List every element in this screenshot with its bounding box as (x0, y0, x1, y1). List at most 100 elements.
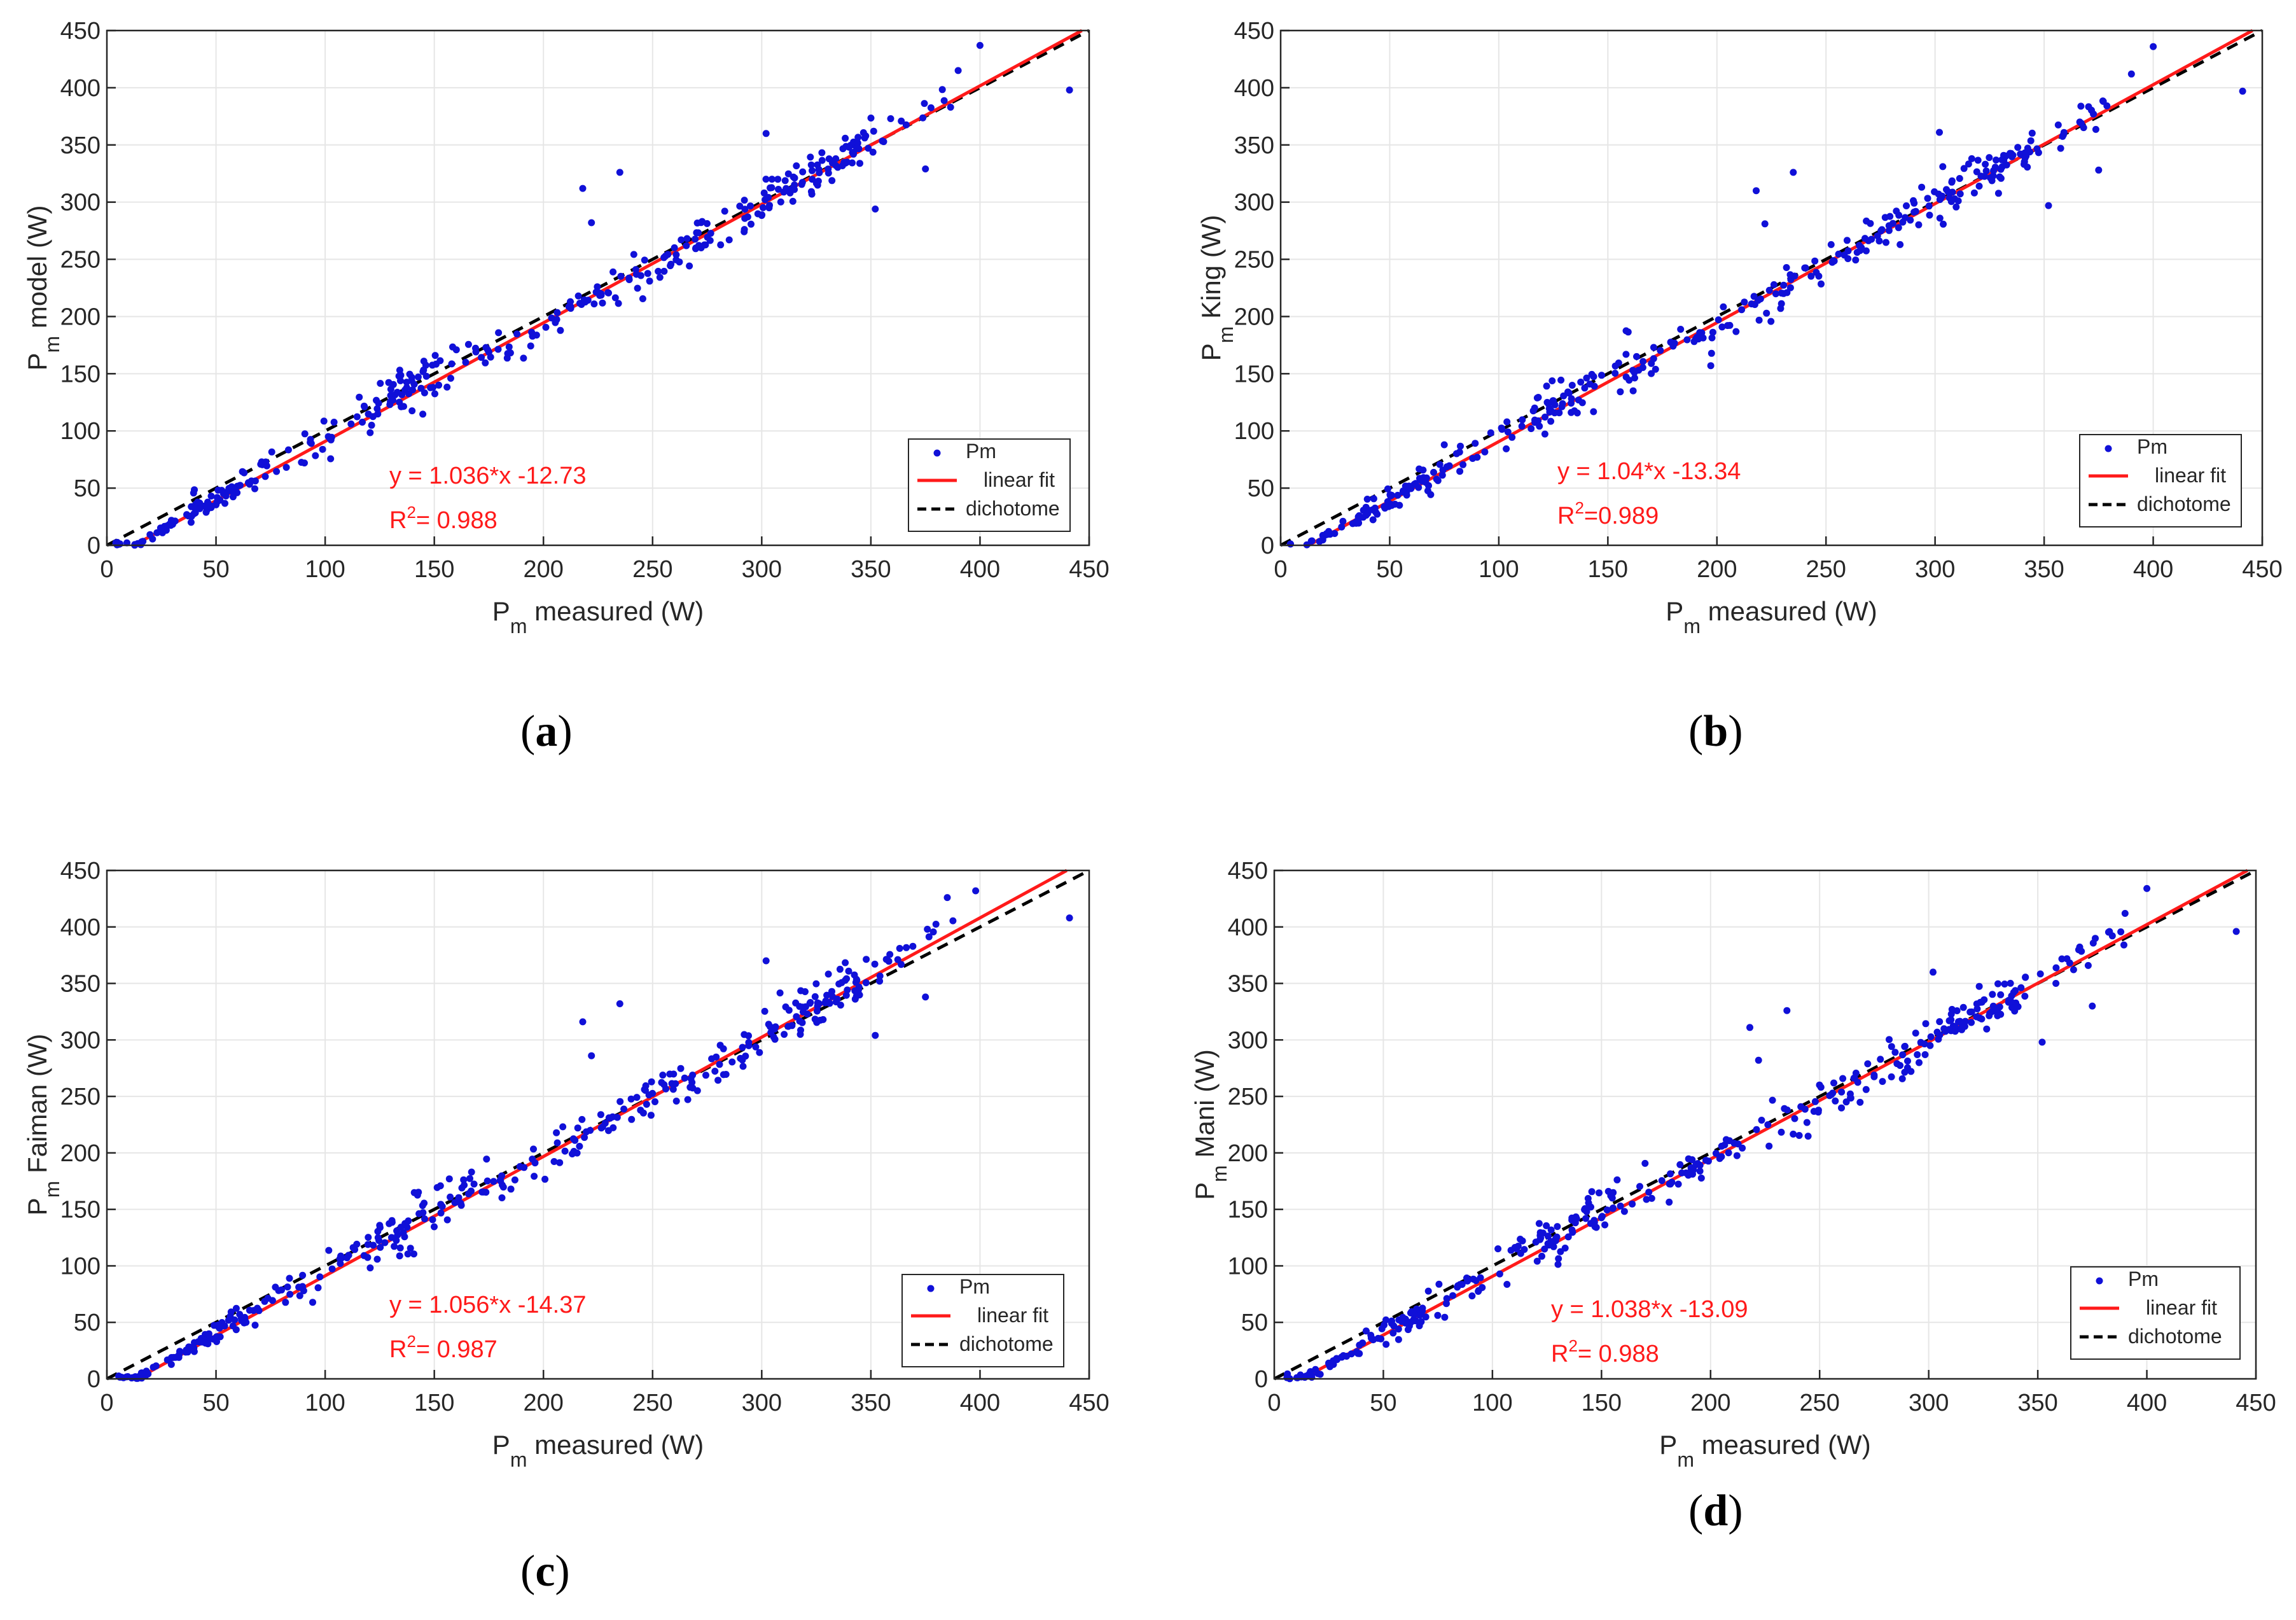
data-point (1961, 1023, 1968, 1030)
data-point (1901, 1043, 1909, 1051)
data-point (824, 970, 832, 978)
data-point (924, 925, 931, 933)
data-point (1815, 272, 1823, 280)
data-point (1440, 441, 1448, 449)
data-point (395, 372, 403, 380)
data-point (1718, 1142, 1725, 1150)
data-point (681, 1074, 688, 1082)
data-point (898, 961, 905, 968)
data-point (578, 1115, 586, 1123)
data-point (1973, 168, 1980, 176)
r-squared-value: = 0.987 (416, 1336, 497, 1363)
y-tick-label: 50 (1241, 1309, 1268, 1336)
data-point (766, 202, 773, 209)
data-point (153, 529, 161, 536)
data-point (797, 1026, 804, 1034)
data-point (466, 1175, 473, 1182)
data-point (689, 1072, 697, 1079)
data-point (240, 1319, 248, 1327)
data-point (1781, 1105, 1788, 1112)
data-point (828, 988, 835, 995)
data-point (898, 117, 905, 125)
data-point (1520, 1246, 1528, 1253)
data-point (752, 1043, 760, 1051)
r-squared-value: =0.989 (1584, 503, 1659, 529)
data-point (1577, 379, 1585, 386)
data-point (443, 383, 451, 391)
y-tick-label: 250 (60, 1084, 101, 1110)
data-point (1503, 1281, 1511, 1288)
data-point (2005, 996, 2012, 1004)
data-point (947, 104, 954, 111)
data-point (330, 419, 338, 426)
data-point (1856, 1098, 1864, 1106)
data-point (644, 270, 651, 277)
data-point (1682, 1169, 1690, 1177)
data-point (1895, 224, 1902, 232)
legend-label: Pm (959, 1275, 990, 1298)
data-point (437, 1201, 445, 1208)
data-point (2095, 166, 2103, 174)
data-point (1666, 1180, 1673, 1188)
data-point (232, 1304, 240, 1312)
data-point (2012, 999, 2020, 1007)
data-point (1533, 1257, 1541, 1265)
data-point (862, 979, 870, 986)
data-point (309, 1299, 316, 1306)
data-point (1371, 505, 1379, 512)
data-point (548, 314, 555, 322)
data-point (2121, 910, 2129, 917)
x-tick-label: 400 (2133, 556, 2173, 583)
axes-box (1279, 29, 2264, 547)
data-point (799, 168, 807, 176)
data-point (976, 41, 984, 49)
data-point (1629, 387, 1637, 395)
data-point (741, 206, 749, 213)
data-point (615, 300, 622, 307)
data-point (597, 1124, 605, 1132)
data-point (460, 1176, 468, 1184)
data-point (1947, 1010, 1955, 1018)
data-point (1537, 1234, 1545, 1241)
data-point (588, 1052, 595, 1059)
data-point (1554, 1260, 1562, 1268)
data-point (1924, 195, 1931, 202)
axes-box (106, 869, 1090, 1380)
data-point (561, 1147, 569, 1155)
data-point (1609, 1205, 1617, 1212)
axes-box (1273, 869, 2257, 1380)
data-point (419, 410, 427, 418)
data-point (697, 219, 705, 227)
data-point (758, 211, 766, 219)
legend-marker-points (927, 1285, 935, 1292)
data-point (1364, 510, 1372, 517)
data-point (374, 1234, 382, 1241)
data-point (1811, 257, 1819, 265)
data-point (531, 1173, 538, 1180)
y-axis-label-rest: model (W) (22, 205, 52, 335)
data-point (1541, 430, 1548, 438)
data-point (1704, 1157, 1712, 1165)
data-point (1382, 1341, 1390, 1348)
chart-panel-2: 0 50 100 150 200 250 300 350 400 450 0 50 100 150 200 2… (22, 858, 1110, 1471)
data-point (856, 991, 863, 999)
data-point (1538, 1252, 1545, 1260)
data-point (2070, 966, 2077, 974)
data-point (1449, 1292, 1457, 1299)
data-point (597, 1111, 604, 1119)
data-point (1907, 216, 1914, 224)
fit-equation: y = 1.036*x -12.73 (389, 463, 587, 489)
y-tick-label: 0 (1261, 533, 1274, 559)
data-point (639, 295, 646, 302)
data-point (301, 430, 309, 438)
data-point (659, 1072, 667, 1079)
data-point (1952, 203, 1960, 211)
data-point (1724, 322, 1731, 330)
legend-label: linear fit (984, 468, 1055, 491)
data-point (2021, 993, 2029, 1000)
data-point (1994, 190, 2002, 197)
data-point (1405, 482, 1413, 490)
legend: Pm linear fit dichotome (2070, 1266, 2241, 1360)
data-point (1709, 328, 1716, 336)
